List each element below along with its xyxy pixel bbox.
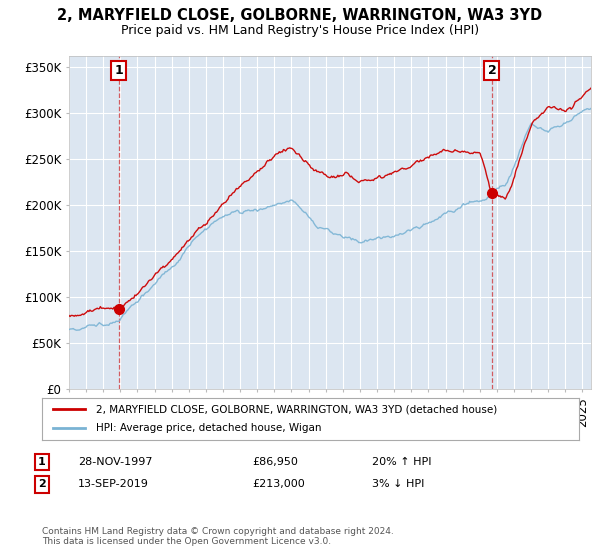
Text: 2: 2 bbox=[38, 479, 46, 489]
Text: 2, MARYFIELD CLOSE, GOLBORNE, WARRINGTON, WA3 3YD (detached house): 2, MARYFIELD CLOSE, GOLBORNE, WARRINGTON… bbox=[96, 404, 497, 414]
Text: 20% ↑ HPI: 20% ↑ HPI bbox=[372, 457, 431, 467]
Text: 1: 1 bbox=[115, 64, 123, 77]
Text: 3% ↓ HPI: 3% ↓ HPI bbox=[372, 479, 424, 489]
Text: £86,950: £86,950 bbox=[252, 457, 298, 467]
Text: 2, MARYFIELD CLOSE, GOLBORNE, WARRINGTON, WA3 3YD: 2, MARYFIELD CLOSE, GOLBORNE, WARRINGTON… bbox=[58, 8, 542, 24]
Text: 13-SEP-2019: 13-SEP-2019 bbox=[78, 479, 149, 489]
Text: Price paid vs. HM Land Registry's House Price Index (HPI): Price paid vs. HM Land Registry's House … bbox=[121, 24, 479, 36]
Text: 2: 2 bbox=[488, 64, 496, 77]
Text: Contains HM Land Registry data © Crown copyright and database right 2024.
This d: Contains HM Land Registry data © Crown c… bbox=[42, 526, 394, 546]
Text: 28-NOV-1997: 28-NOV-1997 bbox=[78, 457, 152, 467]
Text: HPI: Average price, detached house, Wigan: HPI: Average price, detached house, Wiga… bbox=[96, 423, 321, 433]
Text: £213,000: £213,000 bbox=[252, 479, 305, 489]
Text: 1: 1 bbox=[38, 457, 46, 467]
